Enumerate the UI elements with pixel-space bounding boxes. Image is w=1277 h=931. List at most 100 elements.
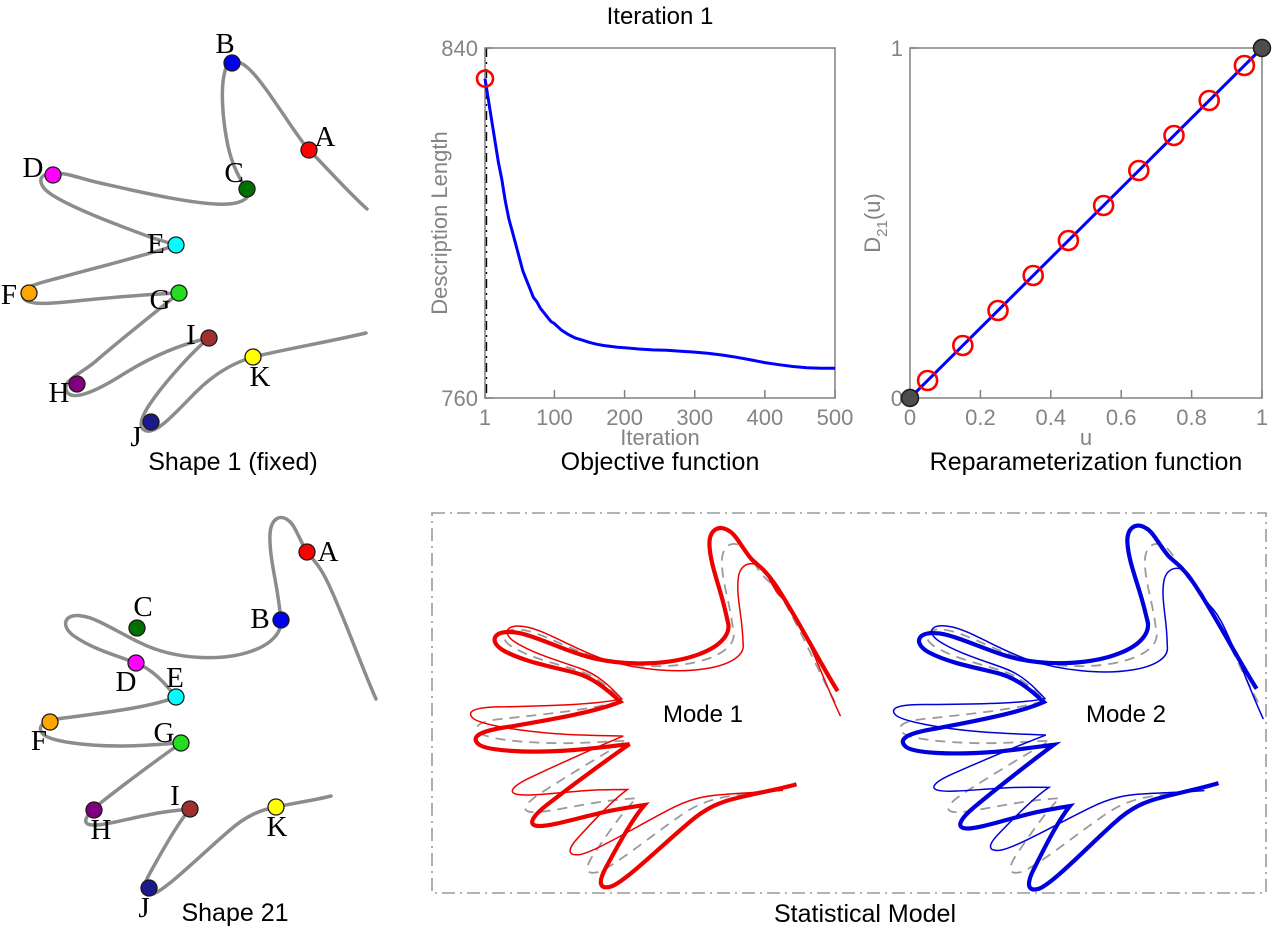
reparam-plot-ytick-label: 1 — [891, 36, 903, 61]
shape1-label-E: E — [147, 228, 165, 260]
mode1-minus-curve — [455, 544, 857, 874]
reparam-xlabel: u — [1080, 425, 1092, 450]
shape21-dot-B — [272, 611, 290, 629]
objective-plot-xtick-label: 300 — [676, 405, 713, 430]
objective-plot-xtick-label: 1 — [479, 405, 491, 430]
shape21-dot-I — [181, 800, 199, 818]
shape1-label-A: A — [315, 121, 336, 153]
reparam-plot-xtick-label: 0.6 — [1106, 405, 1137, 430]
shape21-dot-E — [167, 688, 185, 706]
shape21-label-H: H — [91, 814, 112, 846]
shape1-dot-F — [20, 284, 38, 302]
shape1-dot-A — [300, 141, 318, 159]
statistical-model-box — [431, 512, 1267, 894]
shape1-dot-D — [44, 166, 62, 184]
reparam-sample-marker — [1198, 89, 1220, 112]
mode1-shape — [455, 522, 857, 894]
reparam-sample-marker — [1092, 194, 1115, 217]
reparam-ylabel-subscript: 21 — [874, 220, 891, 237]
objective-plot-xtick-label: 100 — [536, 405, 573, 430]
reparam-plot-xtick-label: 0.4 — [1036, 405, 1067, 430]
reparam-endpoint-marker — [900, 388, 920, 408]
panel-statistical: Mode 1 Mode 2 Statistical Model — [431, 512, 1277, 928]
objective-axes-box — [484, 47, 836, 399]
shape21-label-F: F — [31, 725, 47, 757]
reparam-ylabel-main: D — [860, 237, 885, 253]
objective-plot-ytick-label: 840 — [441, 36, 478, 61]
mode2-plus-curve — [882, 518, 1277, 897]
shape21-label-D: D — [116, 666, 137, 698]
shape1-dot-I — [200, 329, 218, 347]
description-length-curve — [483, 78, 835, 370]
reparam-ylabel-suffix: (u) — [860, 193, 885, 220]
shape21-caption: Shape 21 — [181, 899, 288, 927]
reparam-axes-box — [909, 47, 1263, 399]
shape21-label-B: B — [250, 603, 269, 635]
reparam-identity-line — [908, 46, 1264, 400]
shape1-dot-G — [170, 284, 188, 302]
shape1-dot-J — [142, 413, 160, 431]
shape21-label-K: K — [267, 811, 288, 843]
mode2-shape — [876, 518, 1277, 897]
shape1-dot-H — [68, 375, 86, 393]
panel-objective: 1 100 200 300 400 500 760 840 Iteration 1 Itera… — [427, 3, 853, 476]
shape21-dot-F — [41, 713, 59, 731]
shape1-label-C: C — [224, 157, 243, 189]
reparam-caption: Reparameterization function — [930, 448, 1243, 476]
shape21-dot-G — [172, 734, 190, 752]
reparam-sample-marker — [916, 369, 939, 392]
shape21-dot-A — [298, 543, 316, 561]
shape1-label-K: K — [250, 361, 271, 393]
reparam-plot-xtick-label: 0 — [904, 405, 916, 430]
panel-shape1: A B C D E F G H I J K Shape 1 (fixed) — [1, 28, 369, 476]
shape1-caption: Shape 1 (fixed) — [148, 448, 318, 476]
shape1-label-D: D — [23, 152, 44, 184]
shape1-landmarks: A B C D E F G H I J K — [1, 28, 336, 453]
objective-ylabel: Description Length — [427, 131, 452, 314]
shape21-label-I: I — [170, 780, 180, 812]
reparam-plot-content: 0 0.2 0.4 0.6 0.8 1 0 1 — [891, 36, 1272, 430]
mode1-plus-curve — [459, 522, 853, 894]
shape21-dot-H — [85, 801, 103, 819]
shape1-label-I: I — [186, 319, 196, 351]
shape21-label-J: J — [138, 892, 149, 924]
objective-xlabel: Iteration — [620, 425, 700, 450]
objective-plot-xtick-label: 500 — [817, 405, 854, 430]
shape1-label-J: J — [130, 421, 141, 453]
panel-reparam: 0 0.2 0.4 0.6 0.8 1 0 1 u D21(u) Reparameteriza… — [860, 36, 1272, 476]
reparam-sample-marker — [987, 299, 1009, 322]
statistical-caption: Statistical Model — [774, 900, 956, 928]
reparam-plot-xtick-label: 0.2 — [965, 405, 996, 430]
shape1-label-F: F — [1, 279, 17, 311]
shape1-label-G: G — [150, 284, 171, 316]
shape21-dot-K — [267, 798, 285, 816]
objective-caption: Objective function — [561, 448, 760, 476]
reparam-sample-marker — [1163, 124, 1185, 147]
shape21-label-G: G — [154, 717, 175, 749]
reparam-endpoint-marker — [1252, 38, 1272, 58]
reparam-sample-marker — [1057, 229, 1080, 252]
shape21-label-A: A — [318, 536, 339, 568]
shape1-label-B: B — [215, 28, 234, 60]
shape1-dot-K — [244, 348, 262, 366]
shape21-dot-D — [127, 654, 145, 672]
reparam-sample-marker — [1022, 264, 1044, 287]
reparam-ylabel: D21(u) — [860, 193, 891, 252]
shape1-dot-E — [167, 236, 185, 254]
figure-title: Iteration 1 — [607, 3, 714, 30]
panel-shape21: A B C D E F G H I J K Shape 21 — [31, 515, 378, 927]
shape1-contour — [21, 59, 369, 433]
reparam-sample-marker — [1128, 159, 1150, 182]
reparam-plot-ytick-label: 0 — [891, 386, 903, 411]
shape21-dot-C — [128, 619, 146, 637]
shape1-dot-B — [223, 54, 241, 72]
shape21-dot-J — [140, 879, 158, 897]
shape21-label-E: E — [166, 662, 184, 694]
reparam-sample-marker — [951, 334, 974, 357]
objective-plot-xtick-label: 400 — [747, 405, 784, 430]
shape1-label-H: H — [49, 377, 70, 409]
reparam-plot-xtick-label: 0.8 — [1176, 405, 1207, 430]
mode2-mean-curve — [899, 542, 1260, 874]
objective-plot-ytick-label: 760 — [441, 386, 478, 411]
